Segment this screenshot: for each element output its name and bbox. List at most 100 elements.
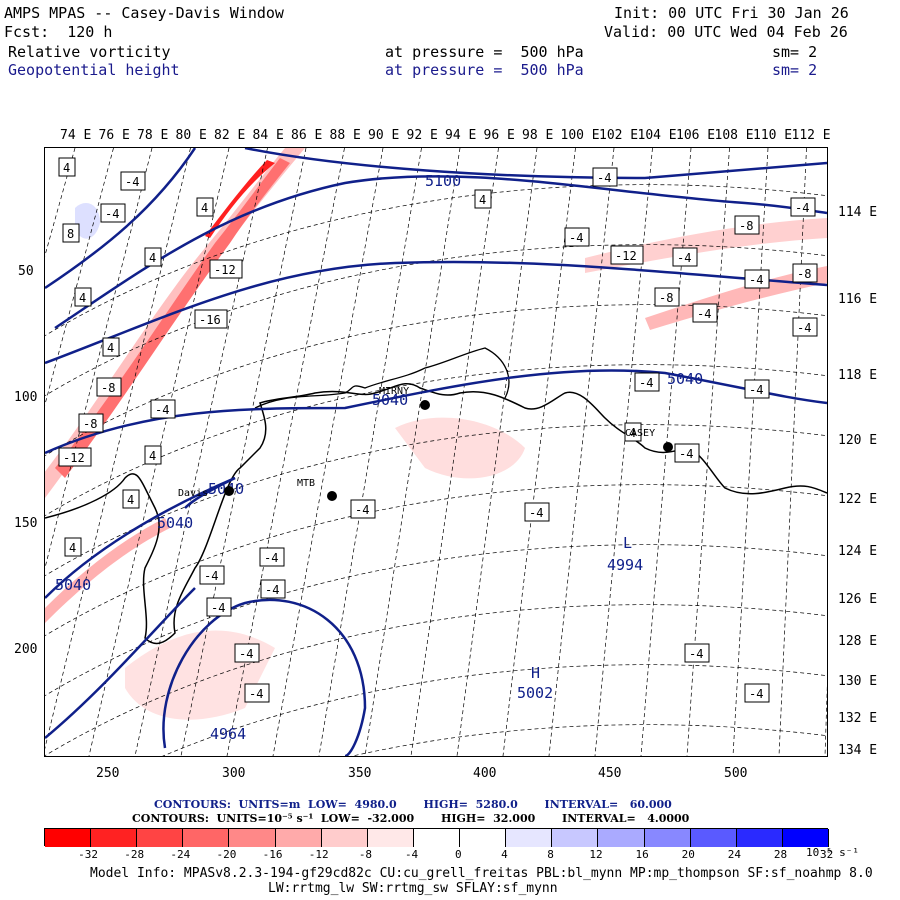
svg-text:-12: -12 [615,249,637,263]
right-longitude-label: 126 E [838,592,878,607]
vorticity-contour-label: -4 [790,197,816,217]
svg-text:-16: -16 [199,313,221,327]
left-axis-label: 200 [14,642,38,657]
vorticity-contour-label: -4 [744,683,770,703]
svg-text:-4: -4 [529,506,543,520]
map-svg: 4 -4 -4 8 4 4 4 -12 -16 4 -8 -4 -8 -12 4 4 4 -4 -4 -4 -4 -4 -4… [45,148,827,756]
right-longitude-label: 132 E [838,711,878,726]
vorticity-contour-label: -4 [150,399,176,419]
svg-text:-4: -4 [697,307,711,321]
station-label: MTB [297,478,315,489]
svg-text:-4: -4 [689,647,703,661]
vorticity-contour-label: -12 [610,245,644,265]
svg-text:-4: -4 [677,251,691,265]
colorbar-tick-label: -24 [170,848,191,861]
height-label: 4994 [607,556,643,574]
vorticity-contour-label: -4 [634,372,660,392]
vorticity-contour-label: -4 [100,203,126,223]
colorbar-tick-label: -20 [216,848,237,861]
bottom-axis-label: 400 [473,766,497,781]
colorbar-swatch [321,829,368,847]
colorbar-tick-label: -16 [262,848,283,861]
svg-text:-4: -4 [249,687,263,701]
svg-text:4: 4 [201,201,208,215]
vorticity-contour-label: -4 [744,379,770,399]
vorticity-contour-label: -8 [96,377,122,397]
svg-text:4: 4 [107,341,114,355]
svg-text:-4: -4 [569,231,583,245]
top-longitude-label: 106 E [676,128,716,143]
meridian-line [272,148,384,756]
vorticity-contour-label: -16 [194,309,228,329]
parallel-line [45,364,827,517]
vorticity-contour-label: -4 [692,303,718,323]
height-label: 5040 [667,370,703,388]
vorticity-contour-label: 4 [74,287,92,307]
meridian-line [364,148,461,756]
left-axis-label: 150 [14,516,38,531]
vorticity-contour-label: -8 [734,215,760,235]
svg-text:-8: -8 [739,219,753,233]
top-longitude-label: 102 E [599,128,639,143]
bottom-axis-label: 450 [598,766,622,781]
field1-smoothing: sm= 2 [772,43,818,61]
vorticity-contour-label: -4 [350,499,376,519]
vorticity-contour-label: 4 [474,189,492,209]
colorbar-swatch [460,829,507,847]
svg-text:-4: -4 [639,376,653,390]
height-contour-5100b [244,148,827,180]
svg-text:-4: -4 [105,207,119,221]
station-label: Davis [178,488,208,499]
contour-info-height: CONTOURS: UNITS=m LOW= 4980.0 HIGH= 5280… [154,798,672,811]
model-info-line2: LW:rrtmg_lw SW:rrtmg_sw SFLAY:sf_mynn [268,881,558,896]
station-label: MIRNY [379,386,409,397]
contour-info-vorticity: CONTOURS: UNITS=10⁻⁵ s⁻¹ LOW= -32.000 HI… [132,812,690,825]
vorticity-band-peak [205,160,275,238]
vorticity-contour-label: -12 [58,447,92,467]
colorbar-tick-label: 32 [820,848,834,861]
svg-text:-4: -4 [239,647,253,661]
meridian-line [456,148,538,756]
field2-level: at pressure = 500 hPa [385,61,584,79]
svg-text:-4: -4 [355,503,369,517]
svg-text:4: 4 [149,251,156,265]
vorticity-contour-label: -4 [564,227,590,247]
colorbar-swatch [91,829,138,847]
station-mtb-marker [327,491,337,501]
meridian-line [594,148,653,756]
height-label: 5100 [425,172,461,190]
vorticity-contour-label: 4 [144,247,162,267]
height-contour-5040a [45,260,827,365]
field1-name: Relative vorticity [8,43,171,61]
top-longitude-label: 100 E [560,128,600,143]
left-axis-label: 100 [14,390,38,405]
parallel-line [45,604,827,756]
parallel-line [45,424,827,577]
vorticity-contour-label: -4 [744,269,770,289]
parallel-line [45,184,827,337]
svg-text:-4: -4 [265,583,279,597]
meridian-line [824,684,827,756]
vorticity-contour-label: 4 [624,422,642,442]
vorticity-contour-label: -4 [206,597,232,617]
valid-time: Valid: 00 UTC Wed 04 Feb 26 [604,23,848,41]
colorbar-swatch [690,829,737,847]
height-contour-4964 [162,598,367,756]
svg-text:4: 4 [63,161,70,175]
svg-text:-4: -4 [795,201,809,215]
vorticity-contour-label: -4 [684,643,710,663]
bottom-axis-label: 350 [348,766,372,781]
colorbar-swatch [367,829,414,847]
parallel-line [162,664,827,756]
field2-smoothing: sm= 2 [772,61,818,79]
height-contour-4990 [45,587,196,739]
meridian-line [134,148,268,756]
vorticity-contour-label: -4 [792,317,818,337]
colorbar [44,828,829,847]
vorticity-contour-label: -4 [524,502,550,522]
svg-text:-4: -4 [597,171,611,185]
colorbar-tick-label: -8 [358,848,373,861]
top-longitude-label: 98 E [522,128,554,143]
svg-text:-4: -4 [679,447,693,461]
vorticity-contour-label: -4 [199,565,225,585]
